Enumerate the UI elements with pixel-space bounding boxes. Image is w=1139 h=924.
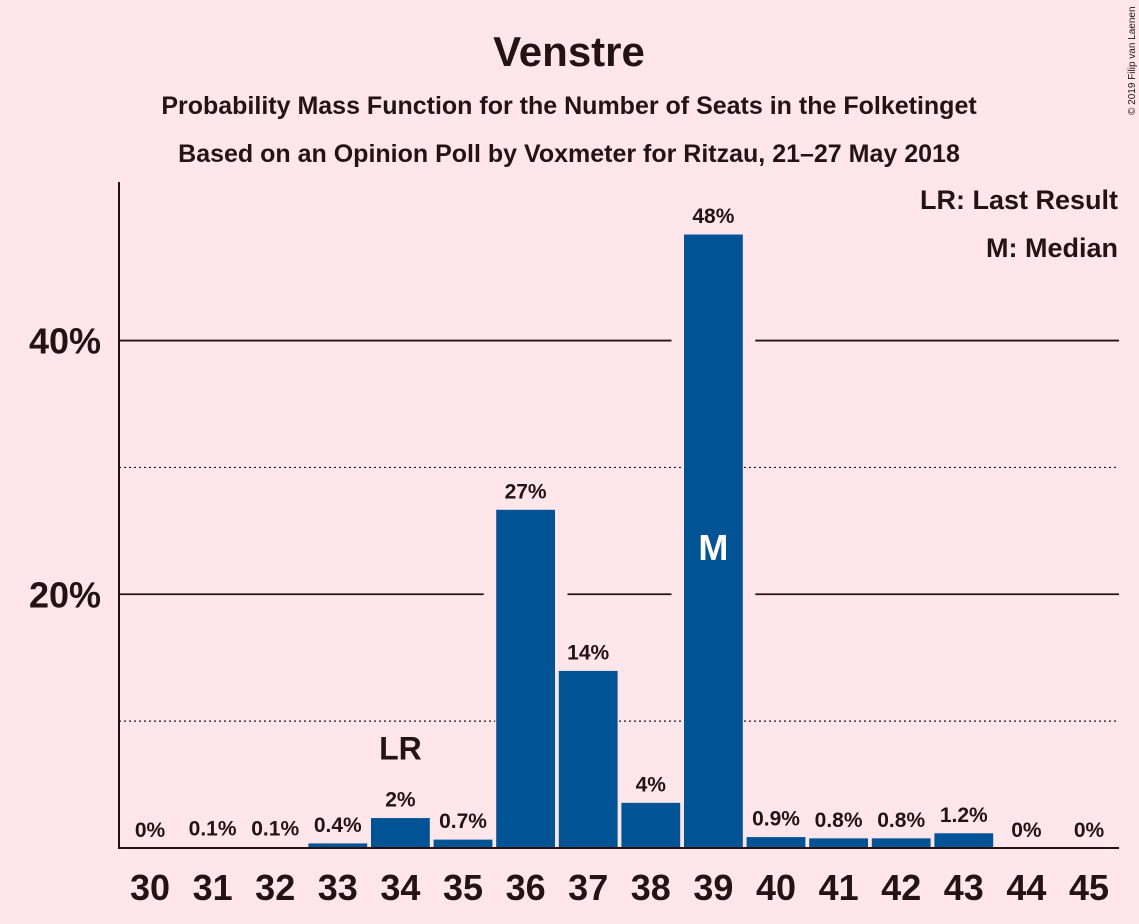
bar-35 bbox=[432, 838, 494, 849]
bar-value-label-31: 0.1% bbox=[189, 818, 237, 841]
x-tick-labels: 30 31 32 33 34 35 36 37 38 39 40 41 42 43 44 45 bbox=[130, 867, 1109, 908]
x-tick-label-32: 32 bbox=[255, 867, 295, 908]
bar-value-label-38: 4% bbox=[636, 773, 667, 796]
y-tick-label: 40% bbox=[29, 321, 101, 362]
y-tick-labels: 20% 40% bbox=[29, 321, 101, 616]
median-marker: M bbox=[698, 527, 728, 568]
bar-value-label-37: 14% bbox=[567, 641, 609, 664]
bar-value-label-34: 2% bbox=[385, 789, 416, 812]
x-tick-label-39: 39 bbox=[693, 867, 733, 908]
bar-38 bbox=[620, 801, 682, 849]
gridlines bbox=[119, 338, 1119, 722]
chart-subtitle-line-2: Based on an Opinion Poll by Voxmeter for… bbox=[178, 140, 960, 168]
gridline-gap-left bbox=[671, 592, 684, 597]
bar-value-label-40: 0.9% bbox=[752, 808, 800, 831]
x-tick-label-36: 36 bbox=[506, 867, 546, 908]
bar-41 bbox=[808, 837, 870, 849]
bars bbox=[182, 233, 995, 849]
bar-value-label-39: 48% bbox=[692, 205, 734, 228]
x-tick-label-44: 44 bbox=[1006, 867, 1046, 908]
gridline-gap-right bbox=[555, 592, 568, 597]
gridline-gap-left bbox=[483, 592, 496, 597]
bar-42 bbox=[870, 837, 932, 849]
bar-43 bbox=[933, 832, 995, 849]
x-tick-label-41: 41 bbox=[819, 867, 859, 908]
x-tick-label-40: 40 bbox=[756, 867, 796, 908]
x-tick-label-31: 31 bbox=[193, 867, 233, 908]
last-result-marker: LR bbox=[379, 731, 422, 767]
copyright-text: © 2019 Filip van Laenen bbox=[1127, 6, 1138, 115]
bar-37 bbox=[557, 669, 619, 849]
bar-value-label-43: 1.2% bbox=[940, 804, 988, 827]
x-tick-label-43: 43 bbox=[944, 867, 984, 908]
gridline-gap-left bbox=[671, 338, 684, 343]
bar-value-label-36: 27% bbox=[505, 480, 547, 503]
bar-value-label-41: 0.8% bbox=[815, 809, 863, 832]
legend-median: M: Median bbox=[986, 233, 1118, 263]
x-tick-label-42: 42 bbox=[881, 867, 921, 908]
bar-value-label-35: 0.7% bbox=[439, 810, 487, 833]
chart-subtitle-line-1: Probability Mass Function for the Number… bbox=[161, 92, 977, 120]
x-tick-label-45: 45 bbox=[1069, 867, 1109, 908]
bar-value-label-44: 0% bbox=[1011, 819, 1042, 842]
bar-40 bbox=[745, 836, 807, 849]
bar-36 bbox=[495, 508, 557, 849]
chart-title: Venstre bbox=[493, 28, 645, 75]
bar-value-label-33: 0.4% bbox=[314, 814, 362, 837]
bar-value-label-32: 0.1% bbox=[251, 818, 299, 841]
bar-value-label-45: 0% bbox=[1074, 819, 1105, 842]
bar-value-label-42: 0.8% bbox=[877, 809, 925, 832]
bar-labels: 0% 0.1% 0.1% 0.4% 2% LR 0.7% 27% 14% 4% 48% M 0.9% 0.… bbox=[135, 205, 1105, 842]
x-tick-label-35: 35 bbox=[443, 867, 483, 908]
bar-value-label-30: 0% bbox=[135, 819, 166, 842]
bar-34 bbox=[369, 817, 431, 849]
x-tick-label-34: 34 bbox=[380, 867, 420, 908]
x-tick-label-30: 30 bbox=[130, 867, 170, 908]
gridline-gap-right bbox=[743, 592, 756, 597]
gridline-gap-right bbox=[743, 338, 756, 343]
x-tick-label-37: 37 bbox=[568, 867, 608, 908]
x-tick-label-38: 38 bbox=[631, 867, 671, 908]
y-tick-label: 20% bbox=[29, 574, 101, 615]
legend-last-result: LR: Last Result bbox=[920, 185, 1118, 215]
x-tick-label-33: 33 bbox=[318, 867, 358, 908]
